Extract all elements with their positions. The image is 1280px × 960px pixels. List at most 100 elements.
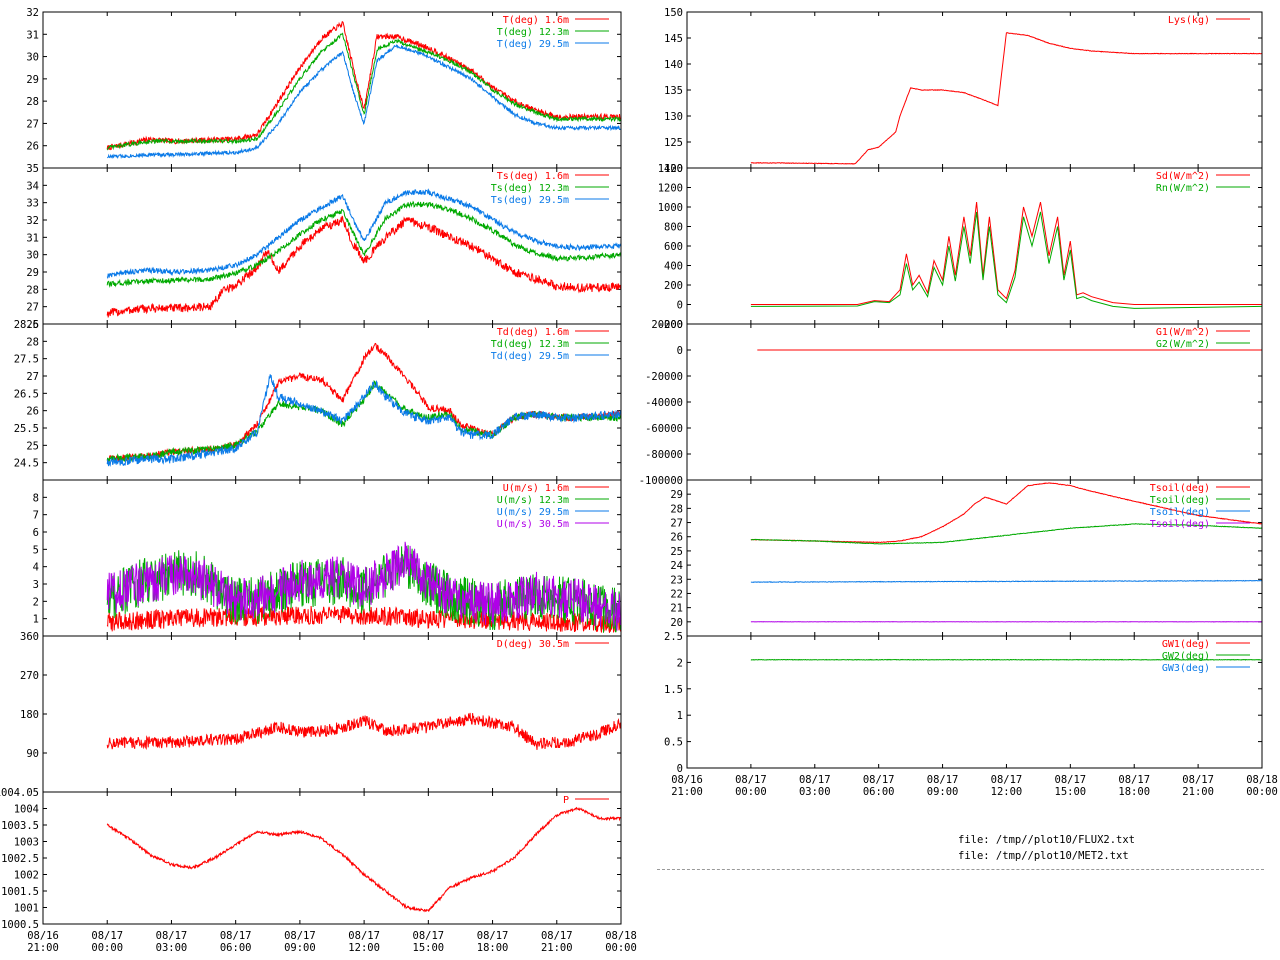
legend-label-groundwater-2: GW3(deg) xyxy=(1162,663,1210,674)
xtick-time-right: 00:00 xyxy=(735,786,767,798)
legend-label-radiation-0: Sd(W/m^2) xyxy=(1156,171,1210,182)
ytick-label-groundwater: 1 xyxy=(677,710,683,722)
xtick-date-left: 08/17 xyxy=(541,930,573,942)
ytick-label-pressure: 1002 xyxy=(14,870,39,882)
ytick-label-radiation: 1000 xyxy=(658,202,683,214)
xtick-date-right: 08/17 xyxy=(991,774,1023,786)
legend-label-wind-speed-0: U(m/s) 1.6m xyxy=(503,483,569,494)
legend-label-groundwater-0: GW1(deg) xyxy=(1162,639,1210,650)
series-group-radiation xyxy=(750,201,1262,309)
ytick-label-wind-speed: 6 xyxy=(33,527,39,539)
ytick-label-air-temp: 31 xyxy=(26,29,39,41)
ytick-label-dew-point: 27 xyxy=(26,371,39,383)
legend-label-soil-temp-0: Tsoil(deg) xyxy=(1150,483,1210,494)
ytick-label-pressure: 1001 xyxy=(14,903,39,915)
xtick-date-right: 08/17 xyxy=(1055,774,1087,786)
series-line-groundwater-1 xyxy=(750,658,1262,661)
xtick-time-right: 21:00 xyxy=(671,786,703,798)
ytick-label-sonic-temp: 30 xyxy=(26,250,39,262)
ytick-label-wind-speed: 3 xyxy=(33,579,39,591)
ytick-label-dew-point: 28.5 xyxy=(14,319,39,331)
legend-label-wind-direction-0: D(deg) 30.5m xyxy=(497,639,569,650)
xtick-time-right: 00:00 xyxy=(1246,786,1278,798)
ytick-label-soil-temp: 27 xyxy=(670,518,683,530)
ytick-label-dew-point: 26 xyxy=(26,406,39,418)
xtick-date-left: 08/16 xyxy=(27,930,59,942)
series-group-soil-temp xyxy=(750,482,1262,623)
legend-label-dew-point-1: Td(deg) 12.3m xyxy=(491,339,569,350)
ytick-label-radiation: 600 xyxy=(664,241,683,253)
panel-pressure: 1000.5 1001 1001.5 1002 1002.5 1003 1003.5 1004… xyxy=(0,787,622,931)
series-group-sonic-temp xyxy=(106,188,621,318)
ytick-label-dew-point: 24.5 xyxy=(14,458,39,470)
ytick-label-ground-heat-flux: -40000 xyxy=(645,397,683,409)
ytick-label-wind-direction: 270 xyxy=(20,670,39,682)
panel-air-temp: 26 27 28 29 30 31 32 T(deg) 1.6mT(deg) 12.3mT(d… xyxy=(26,7,622,169)
series-group-lysimeter xyxy=(750,32,1262,165)
ytick-label-air-temp: 26 xyxy=(26,141,39,153)
ytick-label-groundwater: 2 xyxy=(677,657,683,669)
xtick-time-left: 06:00 xyxy=(220,942,252,954)
ytick-label-ground-heat-flux: -20000 xyxy=(645,371,683,383)
panel-frame-groundwater xyxy=(686,635,1263,769)
ytick-label-sonic-temp: 26 xyxy=(26,319,39,331)
ytick-label-dew-point: 28 xyxy=(26,336,39,348)
ytick-label-wind-direction: 90 xyxy=(26,748,39,760)
xtick-time-left: 18:00 xyxy=(477,942,509,954)
panel-frame-lysimeter xyxy=(686,11,1263,169)
xtick-date-left: 08/17 xyxy=(284,930,316,942)
ytick-label-sonic-temp: 35 xyxy=(26,163,39,175)
series-line-air-temp-0 xyxy=(106,21,621,151)
xtick-date-left: 08/17 xyxy=(477,930,509,942)
panel-dew-point: 24.5 25 25.5 26 26.5 27 27.5 28 28.5 Td(deg) 1.6m… xyxy=(14,319,622,481)
legend-label-ground-heat-flux-1: G2(W/m^2) xyxy=(1156,339,1210,350)
ytick-label-radiation: 800 xyxy=(664,222,683,234)
dashed-separator xyxy=(657,869,1264,870)
legend-label-soil-temp-2: Tsoil(deg) xyxy=(1150,507,1210,518)
panel-groundwater: 0 0.5 1 1.5 2 2.5 GW1(deg)GW2(deg)GW3(deg) xyxy=(664,631,1263,775)
ytick-label-wind-direction: 180 xyxy=(20,709,39,721)
legend-label-soil-temp-1: Tsoil(deg) xyxy=(1150,495,1210,506)
ytick-label-air-temp: 27 xyxy=(26,118,39,130)
ytick-label-air-temp: 30 xyxy=(26,52,39,64)
legend-label-wind-speed-2: U(m/s) 29.5m xyxy=(497,507,569,518)
legend-label-radiation-1: Rn(W/m^2) xyxy=(1156,183,1210,194)
ytick-label-sonic-temp: 27 xyxy=(26,302,39,314)
series-line-air-temp-1 xyxy=(106,32,621,151)
legend-label-groundwater-1: GW2(deg) xyxy=(1162,651,1210,662)
ytick-label-sonic-temp: 32 xyxy=(26,215,39,227)
ytick-label-pressure: 1004.05 xyxy=(0,787,39,799)
panel-frame-pressure xyxy=(42,791,622,925)
xtick-date-left: 08/18 xyxy=(605,930,637,942)
ytick-label-pressure: 1001.5 xyxy=(1,886,39,898)
series-line-soil-temp-1 xyxy=(750,523,1262,545)
panel-wind-direction: 90 180 270 360 D(deg) 30.5m xyxy=(20,631,622,793)
legend-label-dew-point-0: Td(deg) 1.6m xyxy=(497,327,569,338)
series-group-pressure xyxy=(106,806,621,913)
ytick-label-sonic-temp: 28 xyxy=(26,284,39,296)
series-line-soil-temp-2 xyxy=(750,579,1262,584)
ytick-label-pressure: 1002.5 xyxy=(1,853,39,865)
xtick-time-left: 21:00 xyxy=(27,942,59,954)
ytick-label-soil-temp: 25 xyxy=(670,546,683,558)
xtick-time-right: 18:00 xyxy=(1118,786,1150,798)
ytick-label-dew-point: 27.5 xyxy=(14,354,39,366)
ytick-label-groundwater: 0 xyxy=(677,763,683,775)
ytick-label-ground-heat-flux: -100000 xyxy=(639,475,683,487)
legend-label-sonic-temp-2: Ts(deg) 29.5m xyxy=(491,195,569,206)
series-group-wind-direction xyxy=(106,712,621,751)
xtick-date-left: 08/17 xyxy=(348,930,380,942)
ytick-label-radiation: 1400 xyxy=(658,163,683,175)
legend-label-wind-speed-3: U(m/s) 30.5m xyxy=(497,519,569,530)
legend-label-lysimeter-0: Lys(kg) xyxy=(1168,15,1210,26)
xtick-date-right: 08/17 xyxy=(863,774,895,786)
ytick-label-radiation: 400 xyxy=(664,261,683,273)
panel-radiation: -200 0 200 400 600 800 1000 1200 1400 Sd(W/m^2)Rn… xyxy=(658,163,1263,331)
series-group-dew-point xyxy=(106,342,621,467)
ytick-label-groundwater: 0.5 xyxy=(664,737,683,749)
xtick-date-left: 08/17 xyxy=(91,930,123,942)
xtick-time-left: 15:00 xyxy=(413,942,445,954)
ytick-label-ground-heat-flux: 20000 xyxy=(651,319,683,331)
legend-label-air-temp-1: T(deg) 12.3m xyxy=(497,27,569,38)
legend-label-ground-heat-flux-0: G1(W/m^2) xyxy=(1156,327,1210,338)
